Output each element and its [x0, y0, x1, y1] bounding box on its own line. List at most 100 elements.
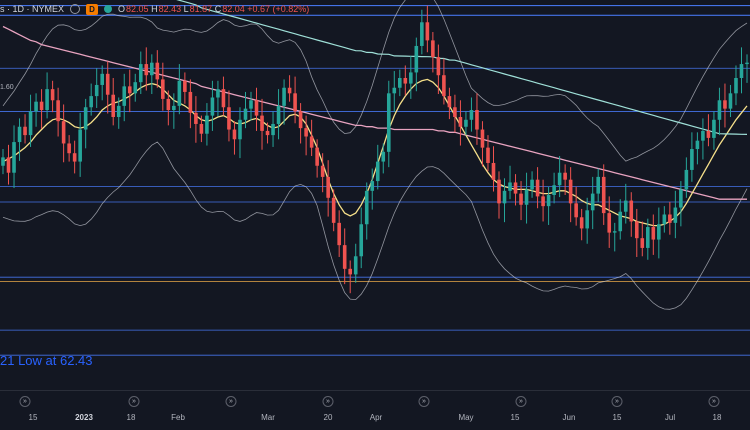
- candle-body: [535, 179, 540, 197]
- candle-body: [105, 73, 110, 95]
- candle-body: [238, 119, 242, 140]
- open-key: O: [118, 4, 126, 14]
- low-key: L: [183, 4, 189, 14]
- candle-body: [260, 115, 264, 131]
- candle-body: [364, 190, 369, 225]
- candle-body: [249, 100, 253, 109]
- candle-body: [100, 73, 104, 85]
- candle-body: [475, 110, 479, 130]
- candle-body: [464, 119, 468, 127]
- candle-body: [1, 157, 5, 166]
- candle-body: [541, 196, 545, 207]
- candle-body: [337, 222, 341, 246]
- candle-body: [425, 22, 430, 41]
- candle-body: [177, 80, 182, 106]
- candle-body: [579, 217, 584, 229]
- candle-body: [728, 93, 733, 109]
- candle-body: [282, 87, 286, 106]
- candle-body: [39, 101, 44, 111]
- market-status-icon: [104, 5, 113, 13]
- candle-body: [712, 119, 716, 138]
- candle-body: [491, 162, 496, 180]
- candle-body: [552, 185, 556, 195]
- event-marker-icon[interactable]: »: [708, 396, 720, 407]
- candle-body: [458, 117, 463, 127]
- candle-body: [453, 107, 457, 117]
- price-chart[interactable]: [0, 0, 750, 390]
- close-value: 82.04: [222, 4, 245, 14]
- open-value: 82.05: [126, 4, 149, 14]
- candle-body: [436, 57, 441, 76]
- candle-body: [45, 89, 49, 111]
- sma-mid-line: [2, 25, 747, 200]
- candle-body: [607, 213, 612, 233]
- candle-body: [320, 165, 325, 177]
- event-marker-icon[interactable]: »: [322, 396, 334, 407]
- candle-body: [67, 143, 71, 154]
- candle-body: [447, 96, 452, 108]
- candle-body: [612, 231, 617, 233]
- candle-body: [717, 100, 722, 120]
- event-marker-icon[interactable]: »: [128, 396, 140, 407]
- candle-body: [392, 87, 397, 94]
- candle-body: [227, 107, 231, 130]
- candle-body: [199, 123, 204, 134]
- candle-body: [684, 169, 689, 190]
- candle-body: [56, 100, 60, 122]
- event-marker-icon[interactable]: »: [515, 396, 527, 407]
- candle-body: [61, 121, 66, 144]
- candle-body: [326, 176, 330, 198]
- candle-body: [375, 161, 380, 182]
- event-marker-icon[interactable]: »: [418, 396, 430, 407]
- candle-body: [662, 214, 667, 225]
- candle-body: [431, 40, 435, 58]
- event-marker-icon[interactable]: »: [611, 396, 623, 407]
- candle-body: [640, 238, 645, 248]
- candle-body: [646, 227, 650, 248]
- candle-body: [331, 197, 336, 223]
- candle-body: [111, 94, 116, 117]
- candle-body: [50, 89, 55, 101]
- time-axis[interactable]: 15 2023 18 Feb Mar 20 Apr May 15 Jun 15 Jul 18 » » » » » »…: [0, 390, 750, 430]
- low-annotation: 21 Low at 62.43: [0, 353, 93, 368]
- candle-body: [546, 195, 551, 207]
- candle-body: [651, 227, 656, 240]
- candle-body: [155, 62, 160, 80]
- candle-body: [486, 147, 490, 163]
- candle-body: [601, 176, 606, 214]
- candle-body: [210, 97, 215, 116]
- chart-header: s · 1D · NYMEX D O82.05 H82.43 L81.87 C8…: [0, 0, 309, 18]
- candle-body: [629, 200, 634, 222]
- candle-body: [122, 86, 127, 106]
- high-value: 82.43: [158, 4, 182, 14]
- event-marker-icon[interactable]: »: [19, 396, 31, 407]
- event-marker-icon[interactable]: »: [225, 396, 237, 407]
- candle-body: [502, 190, 507, 204]
- candle-body: [161, 79, 165, 99]
- candle-body: [409, 72, 413, 84]
- candle-body: [83, 107, 88, 130]
- candle-body: [78, 129, 82, 162]
- candle-body: [414, 45, 419, 73]
- lower-band-line: [2, 141, 748, 310]
- candle-body: [668, 214, 672, 223]
- candle-body: [574, 203, 578, 218]
- candle-body: [298, 111, 303, 129]
- symbol-label[interactable]: s · 1D · NYMEX: [0, 4, 65, 14]
- sma-slow-line: [176, 0, 748, 135]
- candle-body: [127, 86, 132, 94]
- high-key: H: [151, 4, 158, 14]
- candle-body: [469, 110, 474, 120]
- x-tick-label: Feb: [171, 413, 185, 422]
- candle-body: [28, 111, 33, 136]
- close-key: C: [214, 4, 222, 14]
- candle-body: [657, 224, 661, 240]
- candle-body: [221, 89, 226, 108]
- candle-body: [194, 112, 198, 124]
- x-tick-label: 18: [126, 413, 136, 422]
- x-tick-label: 15: [28, 413, 38, 422]
- candle-body: [94, 84, 99, 97]
- eye-icon[interactable]: [70, 4, 81, 14]
- x-tick-label: Mar: [261, 413, 275, 422]
